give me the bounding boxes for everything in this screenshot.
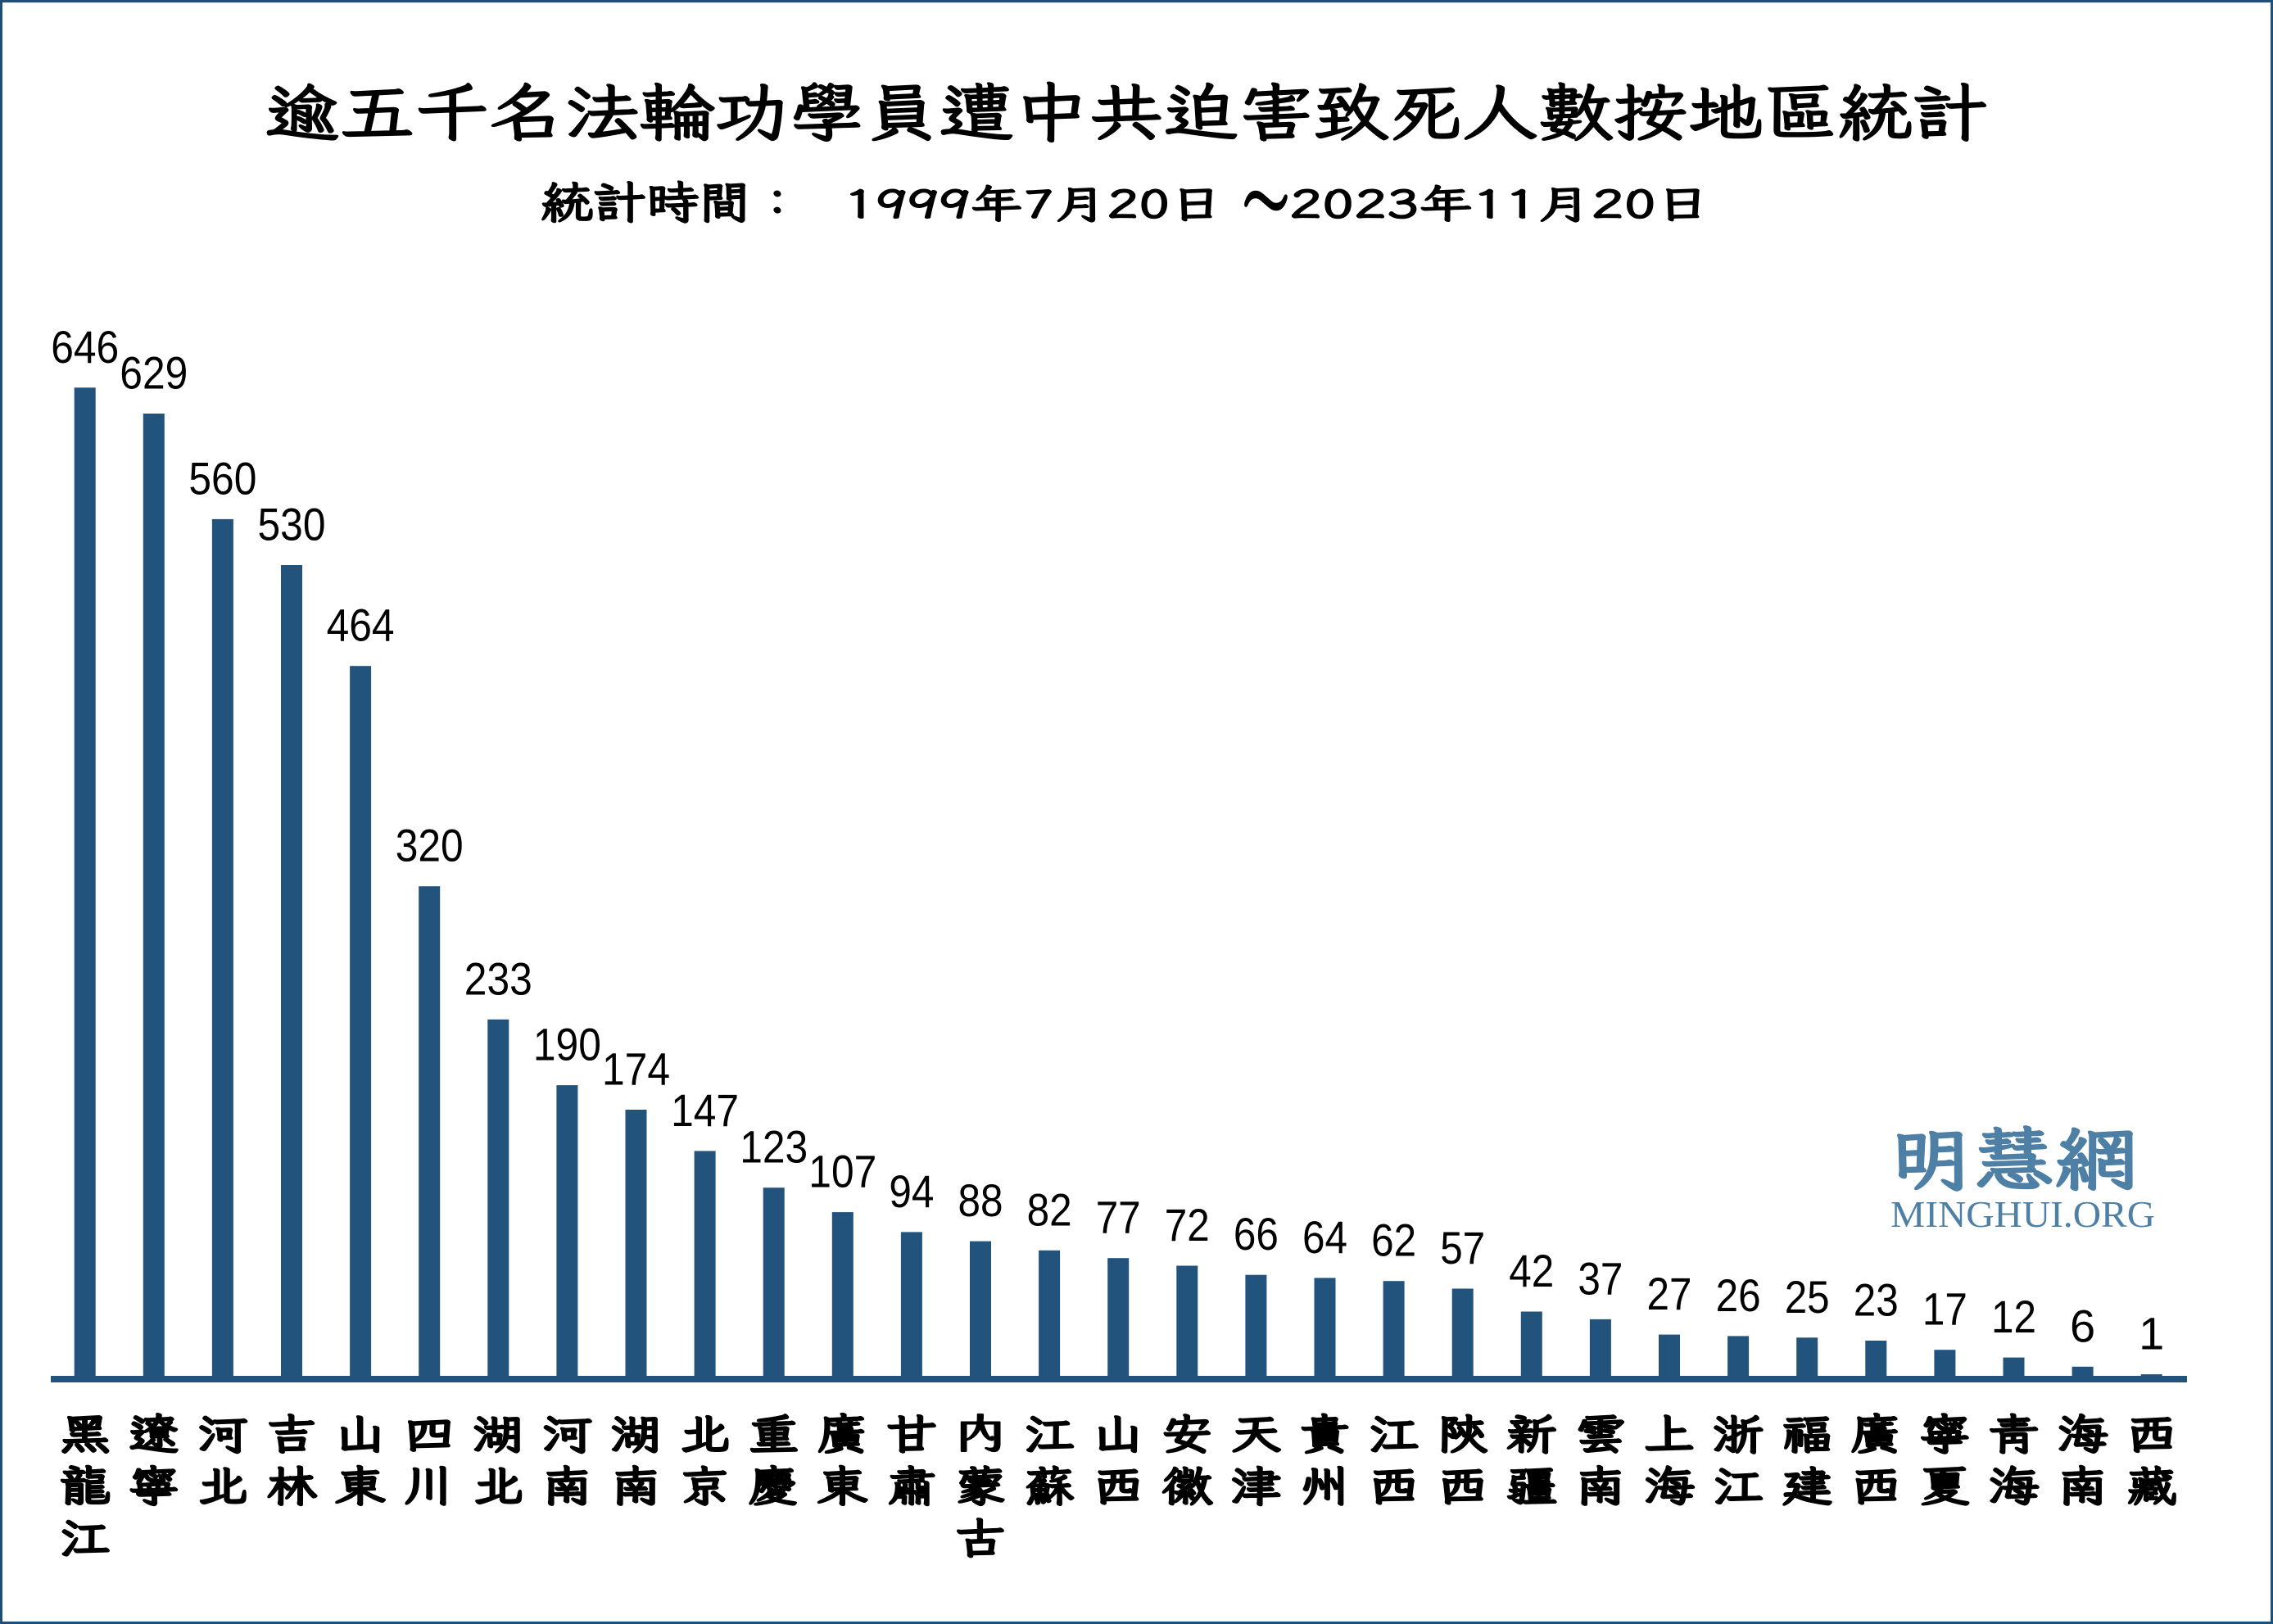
svg-text:190: 190 <box>533 1019 601 1070</box>
svg-text:88: 88 <box>958 1174 1003 1226</box>
svg-text:123: 123 <box>740 1121 808 1173</box>
svg-text:107: 107 <box>808 1146 876 1197</box>
svg-text:23: 23 <box>1854 1274 1899 1326</box>
svg-text:25: 25 <box>1785 1271 1830 1323</box>
svg-text:12: 12 <box>1991 1291 2036 1342</box>
svg-text:82: 82 <box>1027 1183 1072 1235</box>
svg-text:629: 629 <box>120 347 188 399</box>
svg-text:66: 66 <box>1234 1208 1279 1260</box>
svg-text:27: 27 <box>1647 1268 1692 1319</box>
svg-text:320: 320 <box>396 820 464 871</box>
svg-text:464: 464 <box>327 599 395 651</box>
svg-text:37: 37 <box>1578 1252 1623 1304</box>
svg-text:17: 17 <box>1922 1283 1967 1335</box>
svg-text:72: 72 <box>1165 1199 1210 1251</box>
svg-text:560: 560 <box>188 452 256 504</box>
svg-text:64: 64 <box>1302 1211 1347 1263</box>
svg-text:646: 646 <box>51 321 119 373</box>
svg-text:147: 147 <box>671 1084 739 1136</box>
svg-text:174: 174 <box>602 1043 670 1095</box>
svg-text:26: 26 <box>1716 1269 1761 1321</box>
svg-text:77: 77 <box>1096 1192 1141 1243</box>
svg-text:530: 530 <box>258 499 326 550</box>
svg-text:6: 6 <box>2070 1300 2095 1351</box>
svg-text:1: 1 <box>2139 1308 2164 1359</box>
svg-text:233: 233 <box>464 952 532 1004</box>
svg-text:42: 42 <box>1509 1245 1554 1296</box>
svg-text:MINGHUI.ORG: MINGHUI.ORG <box>1890 1193 2155 1235</box>
svg-text:94: 94 <box>889 1165 934 1217</box>
svg-text:62: 62 <box>1371 1215 1416 1266</box>
svg-text:57: 57 <box>1440 1222 1485 1273</box>
